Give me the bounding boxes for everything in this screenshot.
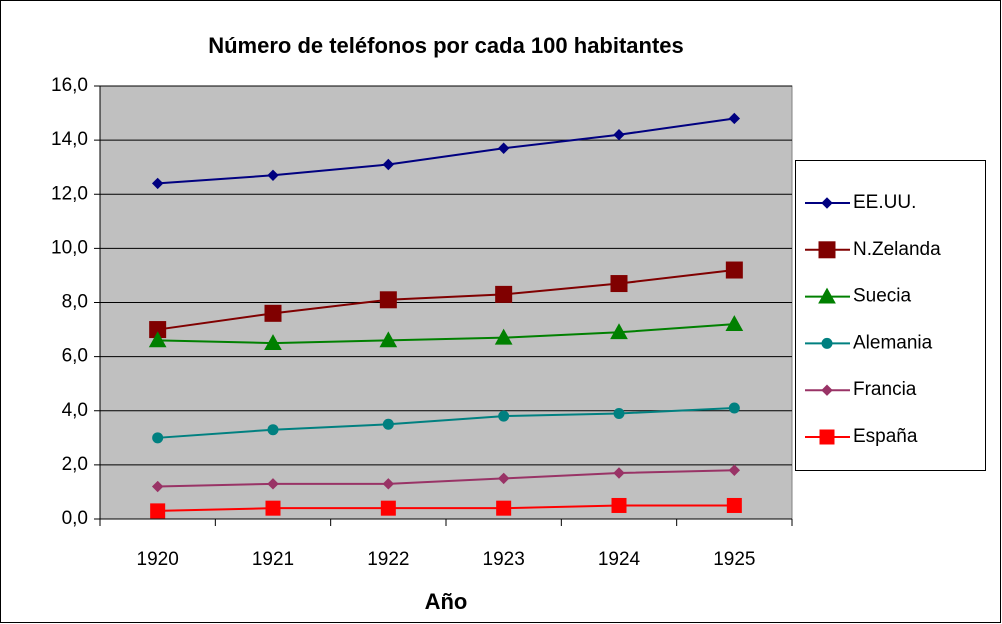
data-point xyxy=(267,424,279,436)
y-tick-label: 14,0 xyxy=(51,129,88,150)
y-tick-label: 4,0 xyxy=(62,400,88,421)
y-tick-label: 0,0 xyxy=(62,508,88,529)
data-point xyxy=(380,500,396,516)
data-point xyxy=(611,497,627,513)
legend-label: EE.UU. xyxy=(853,192,916,213)
data-point xyxy=(726,497,742,513)
legend-marker xyxy=(821,197,833,209)
y-tick-label: 16,0 xyxy=(51,75,88,96)
data-point xyxy=(496,500,512,516)
legend-marker xyxy=(821,384,833,396)
x-tick-label: 1920 xyxy=(137,549,179,570)
data-point xyxy=(379,331,398,348)
x-tick-label: 1921 xyxy=(252,549,294,570)
series-line xyxy=(157,407,735,439)
data-point xyxy=(725,261,743,279)
legend-marker xyxy=(818,241,836,259)
data-point xyxy=(148,331,167,348)
data-point xyxy=(498,410,510,422)
data-point xyxy=(382,418,394,430)
legend xyxy=(795,160,986,471)
data-point xyxy=(610,275,628,293)
data-point xyxy=(613,129,625,141)
data-point xyxy=(728,402,740,414)
legend-label: España xyxy=(853,426,918,447)
data-point xyxy=(613,407,625,419)
series-line xyxy=(157,504,735,512)
data-point xyxy=(610,323,628,340)
legend-label: Alemania xyxy=(853,332,933,353)
chart-title: Número de teléfonos por cada 100 habitan… xyxy=(208,33,684,58)
data-point xyxy=(264,334,282,350)
series-line xyxy=(157,469,735,488)
data-point xyxy=(494,328,513,345)
data-point xyxy=(264,304,282,322)
legend-label: N.Zelanda xyxy=(853,239,941,260)
y-tick-label: 6,0 xyxy=(62,346,88,367)
data-point xyxy=(267,169,279,182)
data-point xyxy=(152,432,164,444)
y-tick-label: 10,0 xyxy=(51,237,88,258)
x-tick-label: 1925 xyxy=(713,549,755,570)
x-tick-label: 1924 xyxy=(598,549,641,570)
data-point xyxy=(151,480,164,493)
y-tick-label: 12,0 xyxy=(51,183,88,204)
data-point xyxy=(265,500,281,516)
data-point xyxy=(728,464,741,476)
x-tick-label: 1922 xyxy=(367,549,409,570)
data-point xyxy=(382,478,395,490)
y-tick-label: 2,0 xyxy=(62,454,88,475)
legend-marker xyxy=(819,429,835,445)
x-tick-label: 1923 xyxy=(483,549,525,570)
data-point xyxy=(151,177,164,190)
series-line xyxy=(157,269,735,331)
data-point xyxy=(150,503,166,519)
y-tick-label: 8,0 xyxy=(62,292,88,313)
x-axis-title: Año xyxy=(425,589,468,614)
data-point xyxy=(728,112,741,125)
series-line xyxy=(157,323,735,345)
data-point xyxy=(267,478,279,490)
data-point xyxy=(497,142,510,154)
data-point xyxy=(725,315,744,332)
legend-label: Francia xyxy=(853,379,917,400)
data-point xyxy=(379,291,397,309)
data-point xyxy=(497,472,510,485)
series-line xyxy=(157,117,735,185)
legend-marker xyxy=(818,287,836,304)
data-point xyxy=(613,467,625,479)
legend-marker xyxy=(821,337,833,349)
legend-label: Suecia xyxy=(853,286,912,307)
data-point xyxy=(495,285,513,303)
data-point xyxy=(382,158,395,171)
